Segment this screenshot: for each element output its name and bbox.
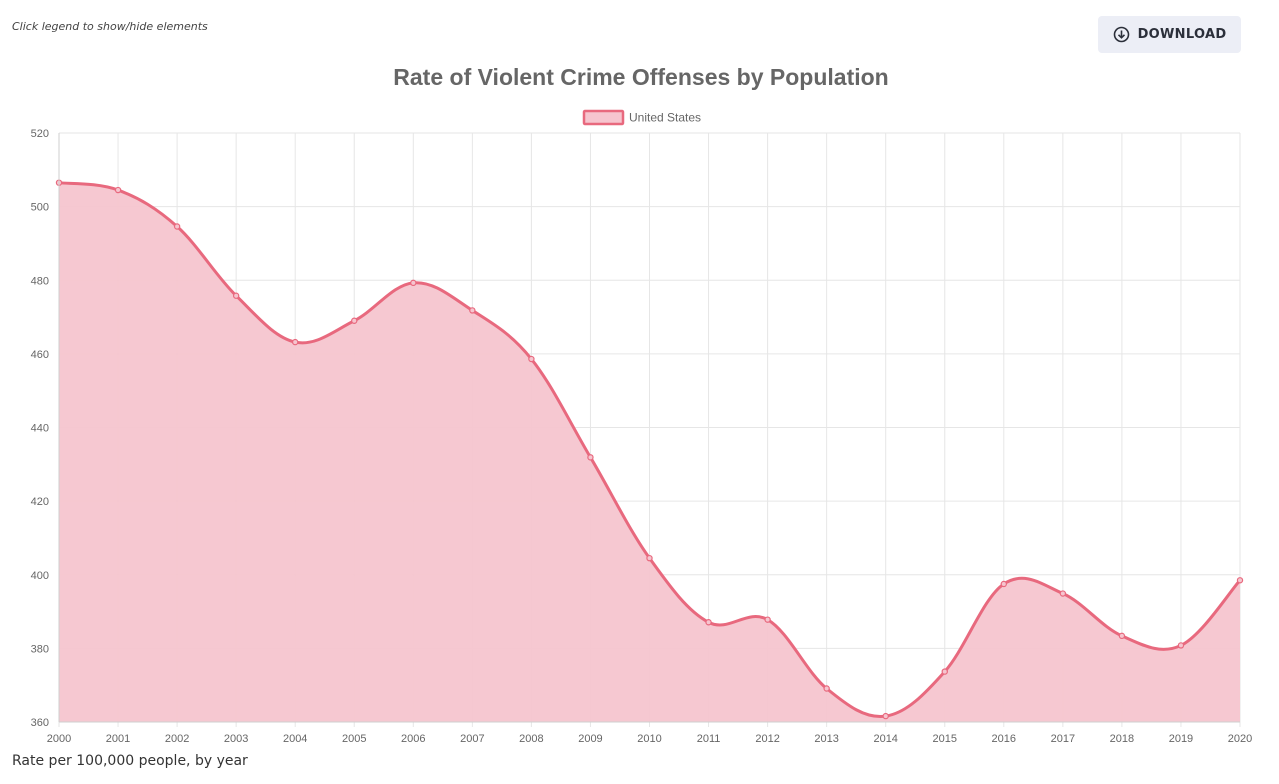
y-tick-label: 440 — [31, 423, 49, 435]
x-tick-label: 2007 — [460, 733, 484, 745]
x-tick-label: 2004 — [283, 733, 307, 745]
y-tick-label: 360 — [31, 717, 49, 729]
data-point[interactable] — [1000, 580, 1008, 588]
x-tick-label: 2020 — [1228, 733, 1252, 745]
axes: 360 380 400 420 440 460 480 500 520 2000 2001 2002 2… — [31, 128, 1253, 745]
data-point[interactable] — [351, 317, 358, 324]
data-point[interactable] — [232, 292, 240, 299]
series-area-united-states — [59, 182, 1240, 722]
y-tick-label: 520 — [31, 128, 49, 140]
data-point[interactable] — [173, 223, 181, 230]
x-tick-label: 2001 — [106, 733, 130, 745]
data-point[interactable] — [587, 454, 594, 461]
x-tick-label: 2006 — [401, 733, 425, 745]
x-tick-label: 2010 — [637, 733, 661, 745]
x-tick-label: 2016 — [992, 733, 1016, 745]
data-point[interactable] — [823, 685, 830, 692]
y-tick-label: 500 — [31, 202, 49, 214]
x-tick-label: 2011 — [697, 733, 721, 745]
data-point[interactable] — [1236, 577, 1244, 584]
data-point[interactable] — [114, 186, 122, 194]
data-point[interactable] — [410, 279, 417, 287]
data-point[interactable] — [1059, 590, 1067, 597]
y-tick-label: 460 — [31, 349, 49, 361]
x-tick-label: 2003 — [224, 733, 248, 745]
data-point[interactable] — [1177, 642, 1185, 649]
x-tick-label: 2002 — [165, 733, 189, 745]
download-label: DOWNLOAD — [1137, 27, 1227, 42]
y-tick-label: 400 — [31, 570, 49, 582]
x-tick-label: 2018 — [1110, 733, 1134, 745]
data-point[interactable] — [705, 619, 712, 626]
y-tick-label: 380 — [31, 643, 49, 655]
x-tick-label: 2014 — [873, 733, 897, 745]
x-tick-label: 2017 — [1051, 733, 1075, 745]
data-point[interactable] — [528, 355, 535, 363]
legend-hint: Click legend to show/hide elements — [12, 20, 208, 33]
y-tick-label: 480 — [31, 275, 49, 287]
points-layer — [55, 179, 1244, 720]
legend-label-united-states[interactable]: United States — [629, 111, 701, 125]
x-tick-label: 2015 — [933, 733, 957, 745]
x-tick-label: 2008 — [519, 733, 543, 745]
x-tick-label: 2009 — [578, 733, 602, 745]
data-point[interactable] — [469, 307, 476, 314]
x-tick-label: 2005 — [342, 733, 366, 745]
chart-title: Rate of Violent Crime Offenses by Popula… — [393, 64, 888, 90]
data-point[interactable] — [764, 616, 771, 623]
legend[interactable]: United States — [582, 109, 701, 126]
data-point[interactable] — [882, 712, 889, 720]
legend-swatch-united-states[interactable] — [582, 109, 625, 126]
x-tick-label: 2000 — [47, 733, 71, 745]
x-tick-label: 2012 — [755, 733, 779, 745]
y-tick-label: 420 — [31, 496, 49, 508]
data-point[interactable] — [292, 338, 299, 346]
data-point[interactable] — [1118, 632, 1126, 640]
chart-caption: Rate per 100,000 people, by year — [12, 753, 248, 769]
x-tick-label: 2013 — [814, 733, 838, 745]
download-button[interactable]: DOWNLOAD — [1098, 16, 1241, 53]
x-tick-label: 2019 — [1169, 733, 1193, 745]
data-point[interactable] — [646, 554, 653, 562]
data-point[interactable] — [941, 668, 948, 675]
download-icon — [1113, 26, 1130, 43]
